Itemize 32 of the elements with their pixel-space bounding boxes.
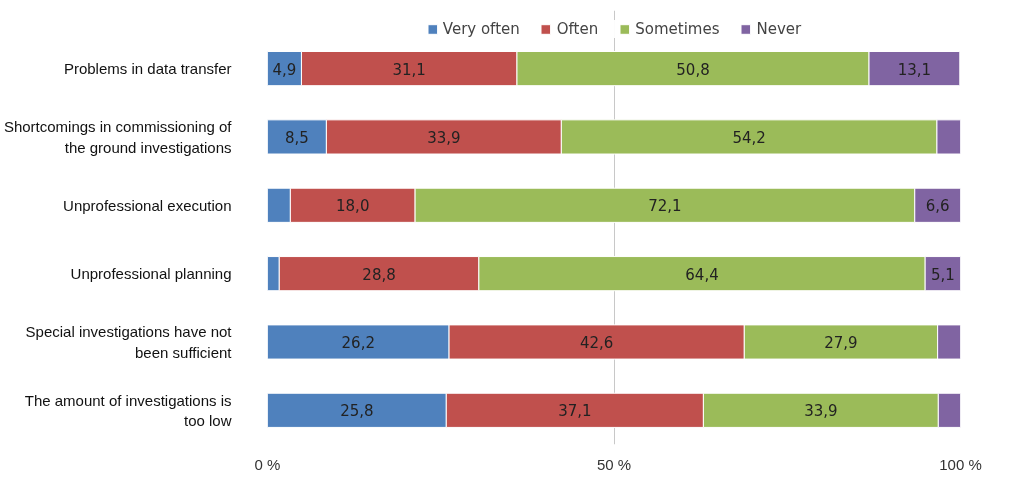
y-tick-label: Special investigations have not been sufficient [25,323,233,361]
data-label: 13,1 [897,60,932,79]
y-tick-label: The amount of investigations is too low [24,391,232,430]
y-tick-label: Shortcomings in commissioning of the ground investigations [3,118,233,156]
data-label: 37,1 [558,402,592,421]
data-label: 64,4 [685,265,719,284]
y-tick-label: Unprofessional planning [70,265,232,283]
data-label: 42,6 [579,333,614,352]
legend-label: Never [756,20,802,38]
legend-label: Sometimes [635,20,720,38]
data-label: 72,1 [648,197,682,216]
data-label: 25,8 [340,402,374,421]
y-tick-label: Problems in data transfer [63,60,232,78]
data-label: 54,2 [732,128,766,147]
data-label: 4,9 [272,60,297,79]
legend-label: Very often [442,20,520,38]
x-tick-label: 50 % [596,455,632,473]
data-label: 6,6 [925,197,950,216]
data-label: 33,9 [804,402,838,421]
data-label: 8,5 [285,128,309,147]
data-label: 33,9 [427,128,461,147]
data-label: 50,8 [676,60,710,79]
y-tick-label: Unprofessional execution [63,196,232,214]
x-tick-label: 100 % [939,455,982,473]
data-label: 31,1 [392,60,426,79]
data-label: 27,9 [824,333,858,352]
legend-label: Often [556,20,599,38]
data-label: 18,0 [336,197,370,216]
x-tick-label: 0 % [254,455,281,473]
data-label: 28,8 [362,265,396,284]
data-label: 26,2 [341,333,375,352]
data-label: 5,1 [930,265,955,284]
